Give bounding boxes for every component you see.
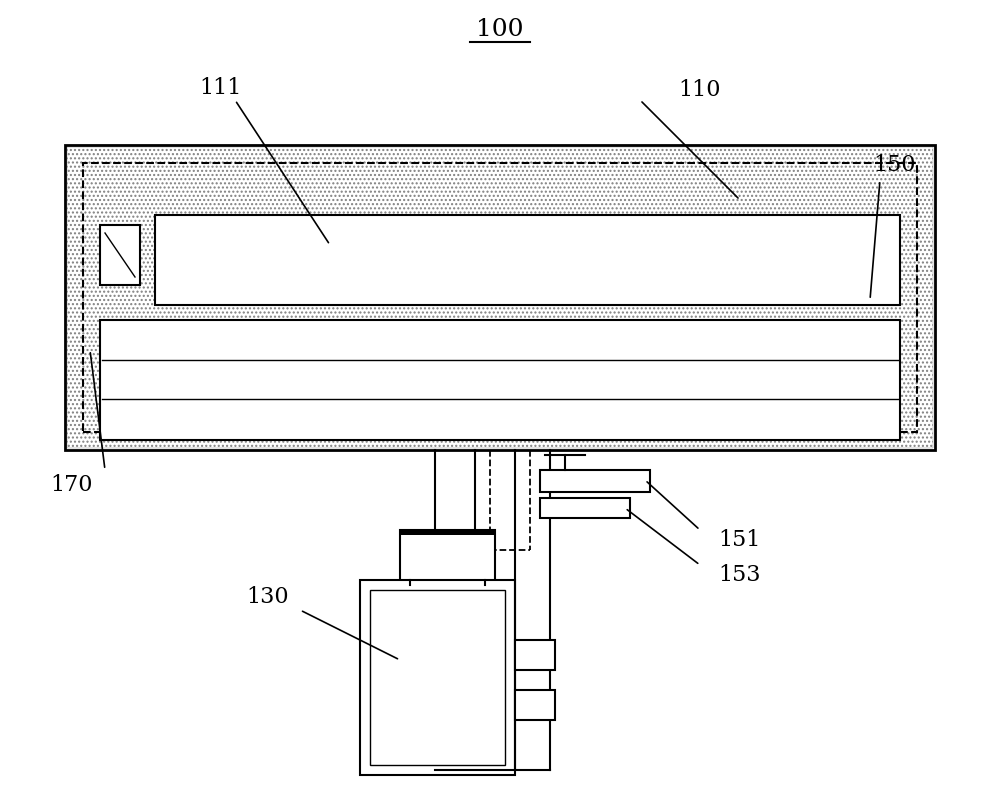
Bar (515, 690, 555, 720)
Text: 111: 111 (199, 77, 241, 99)
Text: 151: 151 (718, 529, 760, 551)
Bar (515, 640, 555, 670)
Bar (67, 147, 933, 448)
Text: 100: 100 (476, 19, 524, 42)
Text: 170: 170 (51, 474, 93, 496)
Bar (490, 330, 790, 440)
Bar (540, 470, 650, 492)
Bar (400, 530, 495, 585)
Bar (540, 498, 630, 518)
Text: 153: 153 (718, 564, 761, 586)
Bar (100, 320, 900, 440)
Text: 130: 130 (247, 586, 289, 608)
Bar (400, 530, 495, 535)
Bar (155, 215, 900, 305)
Bar (370, 590, 505, 765)
Bar (100, 225, 140, 285)
Text: 150: 150 (874, 154, 916, 176)
Text: 110: 110 (679, 79, 721, 101)
Bar (65, 145, 935, 450)
Bar (360, 580, 515, 775)
Bar (83, 163, 917, 432)
